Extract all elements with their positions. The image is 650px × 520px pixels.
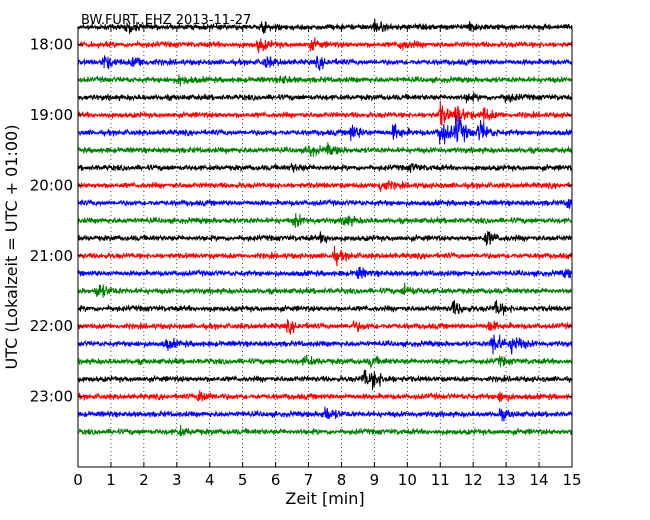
x-tick-label: 3 xyxy=(172,471,182,489)
x-tick-label: 9 xyxy=(370,471,380,489)
seismic-traces xyxy=(77,18,573,437)
x-tick-label: 10 xyxy=(398,471,417,489)
y-axis: 18:00 19:00 20:00 21:00 22:00 23:00 xyxy=(30,36,572,406)
x-tick-label: 6 xyxy=(271,471,281,489)
trace-line xyxy=(77,142,573,158)
y-tick-label: 21:00 xyxy=(30,247,73,265)
trace-line xyxy=(77,319,573,335)
trace-line xyxy=(77,369,572,391)
trace-line xyxy=(77,198,573,209)
x-tick-label: 2 xyxy=(139,471,149,489)
x-tick-label: 15 xyxy=(562,471,581,489)
y-axis-title: UTC (Lokalzeit = UTC + 01:00) xyxy=(2,125,21,370)
x-tick-label: 7 xyxy=(304,471,314,489)
trace-line xyxy=(77,162,573,174)
trace-line xyxy=(77,334,573,355)
x-tick-label: 12 xyxy=(464,471,483,489)
trace-line xyxy=(77,37,573,54)
trace-line xyxy=(77,74,573,87)
x-tick-label: 11 xyxy=(431,471,450,489)
x-tick-label: 8 xyxy=(337,471,347,489)
y-tick-label: 22:00 xyxy=(30,317,73,335)
x-tick-label: 4 xyxy=(205,471,215,489)
trace-line xyxy=(77,213,573,228)
trace-line xyxy=(77,424,573,437)
trace-line xyxy=(77,114,573,145)
trace-line xyxy=(77,282,573,298)
trace-line xyxy=(77,299,573,316)
x-tick-label: 5 xyxy=(238,471,248,489)
y-tick-label: 20:00 xyxy=(30,176,73,194)
chart-title: BW.FURT..EHZ 2013-11-27 xyxy=(81,13,251,28)
trace-line xyxy=(77,390,573,403)
x-axis: 0 1 2 3 4 5 6 7 8 9 10 11 12 13 14 15 xyxy=(73,27,582,489)
x-axis-title: Zeit [min] xyxy=(285,489,364,508)
x-tick-label: 0 xyxy=(73,471,83,489)
x-tick-label: 13 xyxy=(497,471,516,489)
trace-line xyxy=(77,55,573,71)
trace-line xyxy=(77,406,573,422)
trace-line xyxy=(77,266,573,280)
trace-line xyxy=(77,92,573,104)
plot-frame xyxy=(77,26,573,468)
x-tick-label: 1 xyxy=(106,471,116,489)
y-tick-label: 23:00 xyxy=(30,388,73,406)
trace-line xyxy=(77,230,573,246)
x-tick-label: 14 xyxy=(530,471,549,489)
trace-line xyxy=(77,245,573,267)
trace-line xyxy=(77,354,573,369)
y-tick-label: 18:00 xyxy=(30,36,73,54)
trace-line xyxy=(77,100,573,127)
trace-line xyxy=(77,180,573,193)
y-tick-label: 19:00 xyxy=(30,106,73,124)
minute-gridlines xyxy=(110,27,540,467)
